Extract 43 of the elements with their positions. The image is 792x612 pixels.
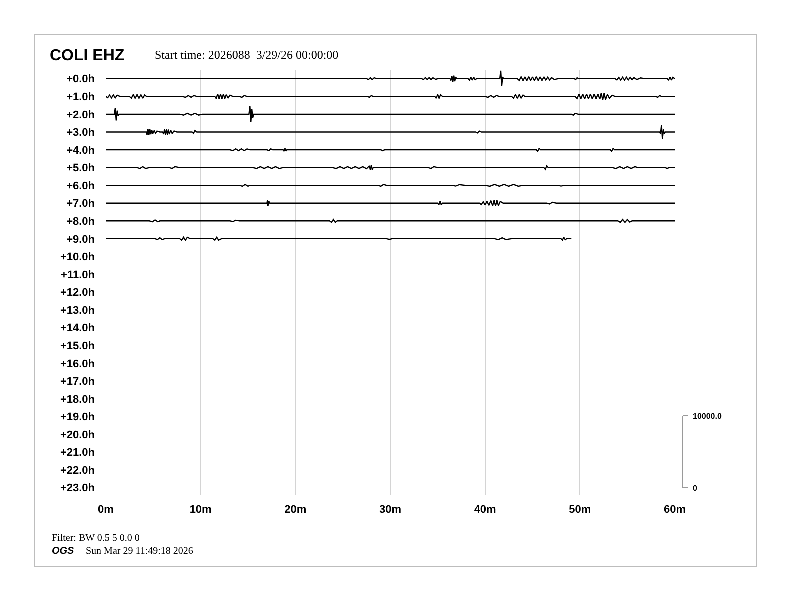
y-tick-label: +18.0h — [60, 394, 96, 406]
text: Sun Mar 29 11:49:18 2026 — [86, 546, 194, 557]
y-tick-label: +12.0h — [60, 287, 96, 300]
y-tick-label: +15.0h — [60, 340, 96, 352]
y-tick-label: +5.0h — [66, 162, 96, 175]
y-tick-label: +11.0h — [61, 269, 96, 282]
y-tick-label: +16.0h — [60, 358, 96, 370]
text: 10000.0 — [693, 412, 722, 421]
y-tick-label: +7.0h — [66, 198, 96, 210]
y-tick-label: +1.0h — [66, 92, 96, 104]
y-tick-label: +6.0h — [66, 180, 96, 192]
y-tick-label: +20.0h — [60, 429, 96, 442]
text: 0 — [693, 484, 698, 493]
chart-subtitle: Start time: 2026088 3/29/26 00:00:00 — [155, 48, 339, 62]
y-tick-label: +9.0h — [66, 234, 96, 246]
line-series — [106, 124, 675, 140]
x-tick-label: 50m — [569, 504, 592, 516]
line-series — [106, 106, 675, 124]
y-tick-label: +14.0h — [60, 322, 96, 335]
x-tick-label: 0m — [98, 504, 114, 516]
text: Filter: BW 0.5 5 0.0 0 — [52, 533, 140, 544]
y-tick-label: +23.0h — [60, 482, 96, 495]
x-tick-label: 60m — [664, 504, 686, 516]
y-tick-label: +3.0h — [66, 127, 96, 140]
line-series — [106, 92, 675, 101]
text: OGS — [52, 546, 75, 557]
x-tick-label: 30m — [379, 504, 402, 516]
y-tick-label: +8.0h — [66, 216, 96, 228]
line-series — [106, 200, 675, 207]
y-tick-label: +19.0h — [60, 412, 96, 424]
x-tick-label: 10m — [190, 504, 212, 516]
y-tick-label: +22.0h — [60, 464, 96, 477]
y-tick-label: +4.0h — [66, 144, 96, 157]
y-tick-label: +17.0h — [60, 376, 96, 388]
line-series — [106, 70, 675, 87]
x-tick-label: 40m — [474, 504, 497, 516]
y-tick-label: +10.0h — [60, 252, 96, 264]
y-tick-label: +2.0h — [66, 109, 96, 122]
x-tick-label: 20m — [284, 504, 307, 516]
y-tick-label: +13.0h — [60, 304, 96, 317]
y-tick-label: +21.0h — [60, 447, 96, 460]
chart-title: COLI EHZ — [50, 48, 125, 65]
y-tick-label: +0.0h — [66, 74, 96, 86]
